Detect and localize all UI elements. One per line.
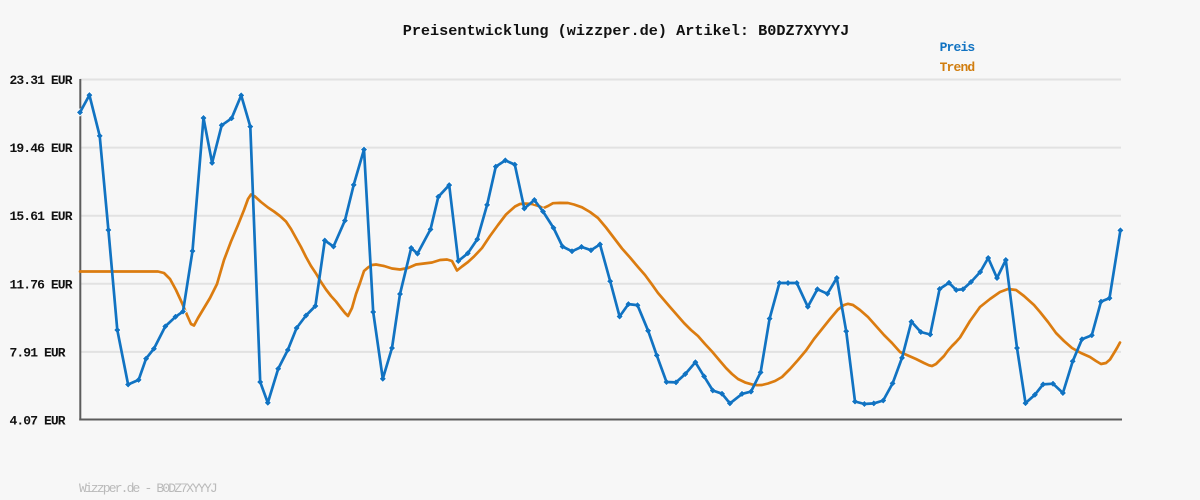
svg-text:23.31 EUR: 23.31 EUR (10, 73, 73, 88)
svg-text:Preisentwicklung (wizzper.de): Preisentwicklung (wizzper.de) Artikel: B… (403, 22, 850, 40)
svg-text:15.61 EUR: 15.61 EUR (10, 209, 73, 224)
svg-text:Trend: Trend (940, 60, 975, 75)
svg-text:19.46 EUR: 19.46 EUR (10, 141, 73, 156)
svg-text:4.07 EUR: 4.07 EUR (10, 414, 66, 429)
svg-text:Wizzper.de - B0DZ7XYYYJ: Wizzper.de - B0DZ7XYYYJ (79, 481, 217, 496)
svg-text:7.91 EUR: 7.91 EUR (10, 345, 66, 360)
svg-text:Preis: Preis (940, 40, 976, 55)
svg-text:11.76 EUR: 11.76 EUR (10, 277, 73, 292)
